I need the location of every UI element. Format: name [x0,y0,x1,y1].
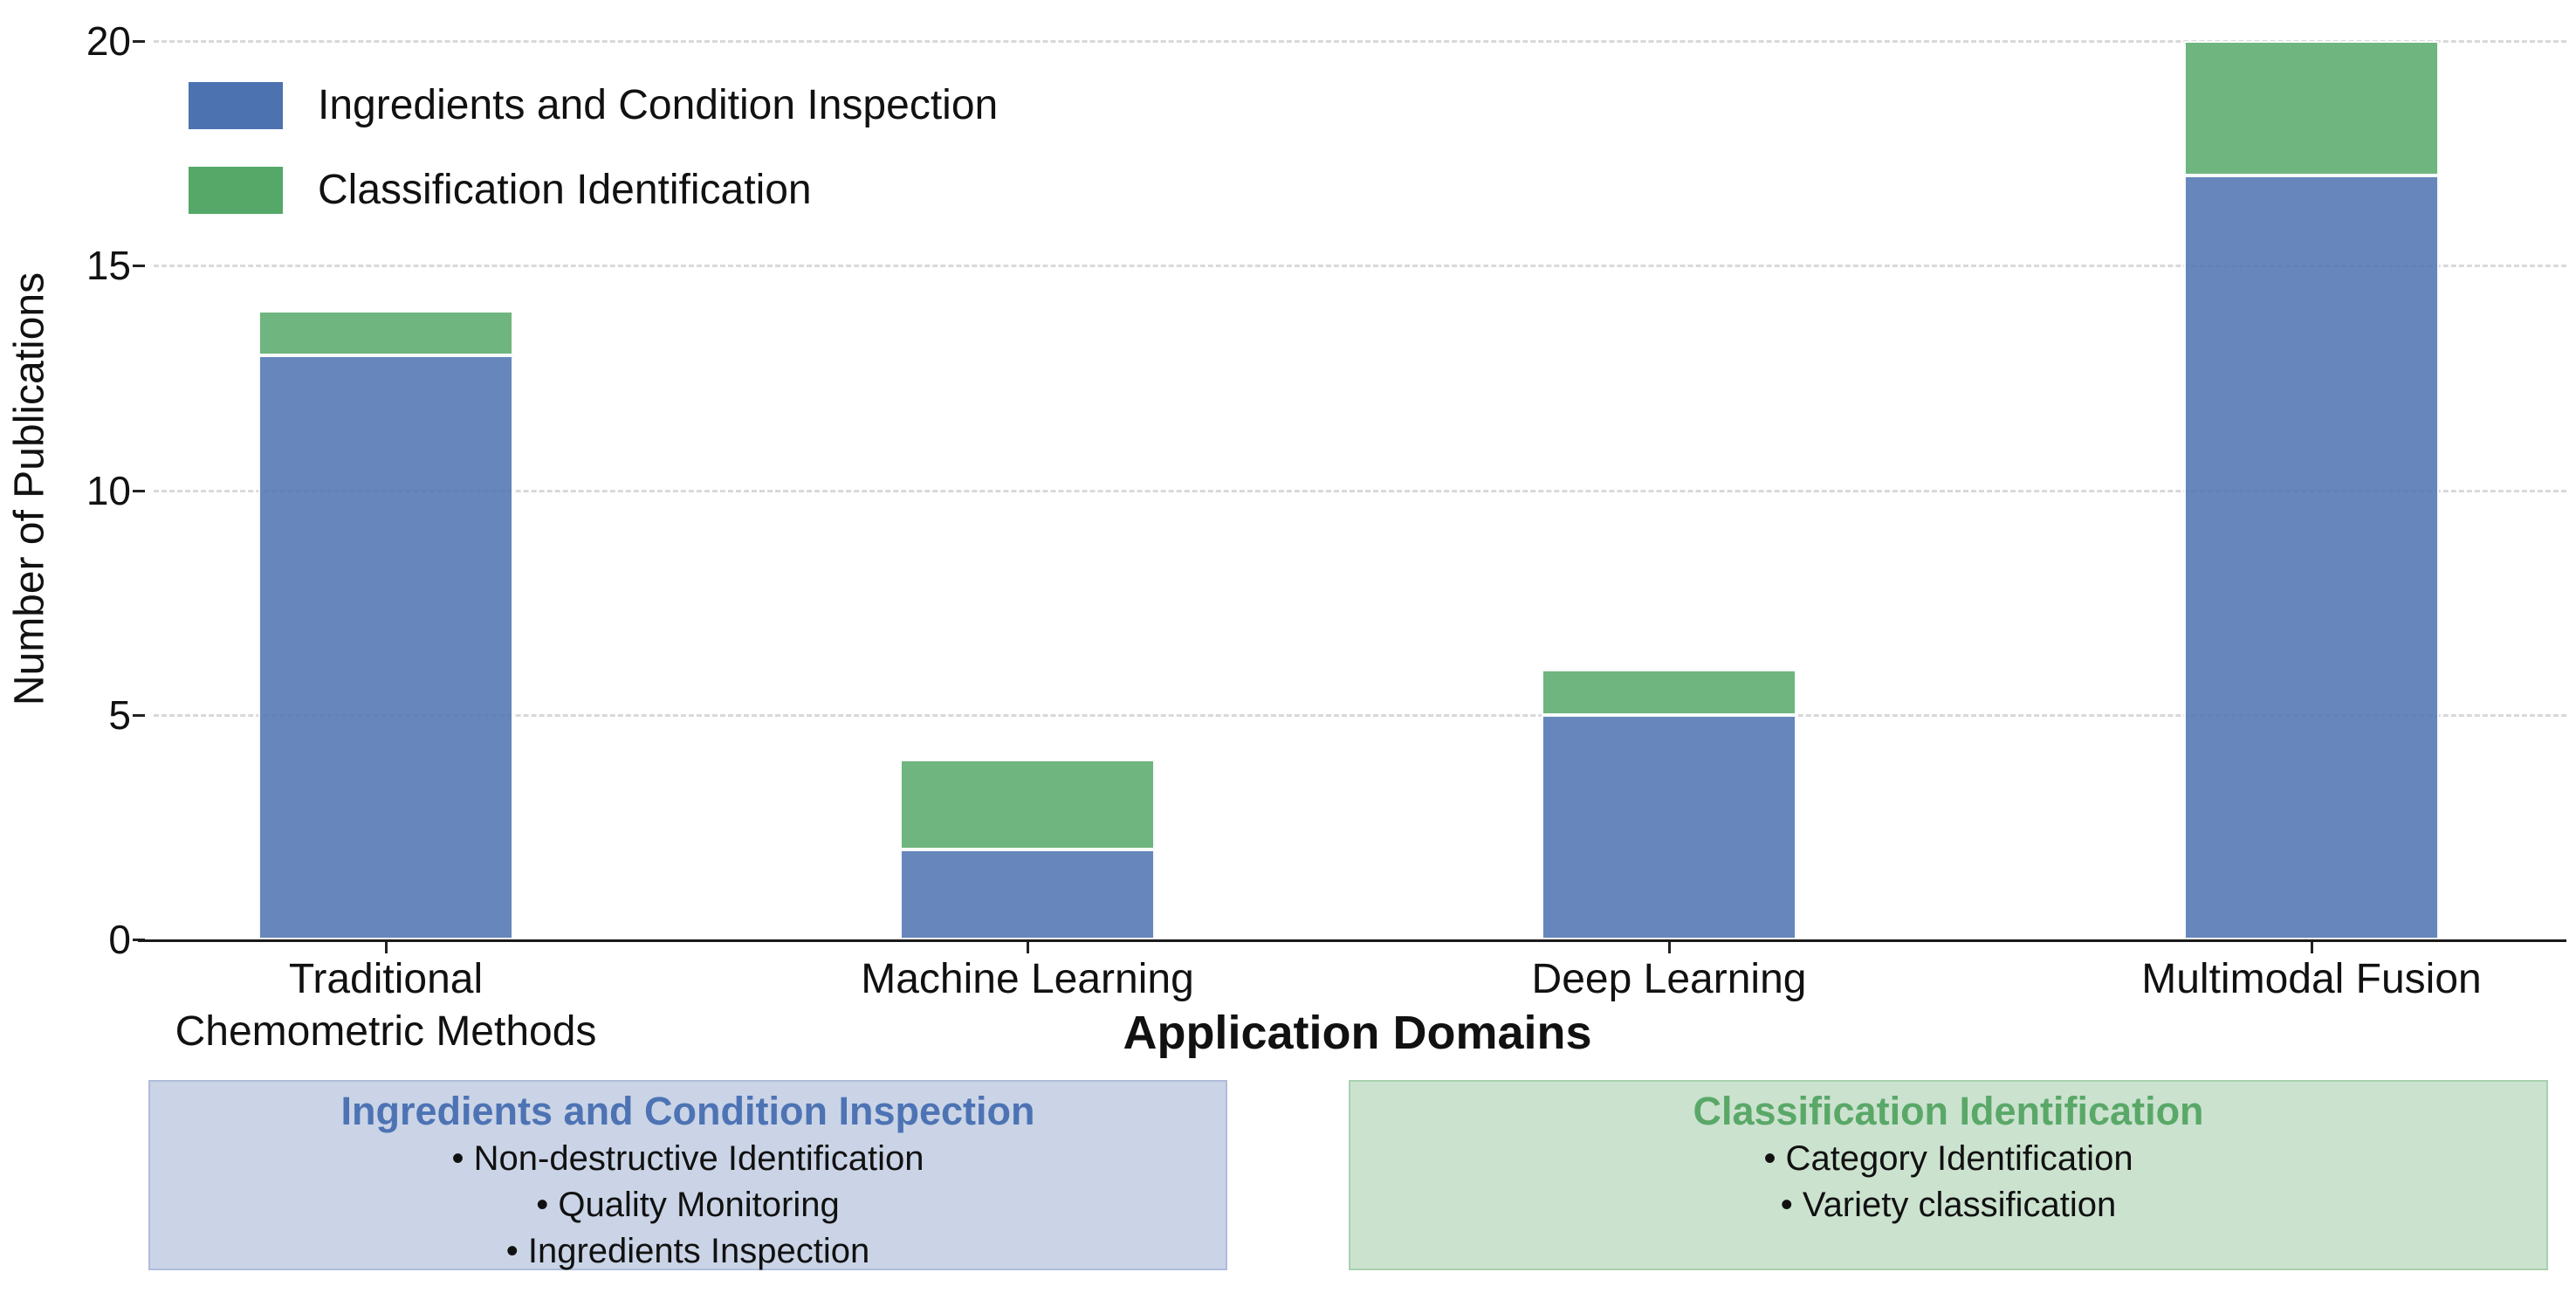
bullet-item: • Ingredients Inspection [505,1232,870,1270]
y-tick-mark [133,489,145,492]
legend-swatch-blue-icon [189,81,283,129]
x-tick-mark [1668,941,1671,953]
x-tick-label: Multimodal Fusion [2141,956,2482,1002]
y-tick-label: 0 [108,917,131,962]
legend-item-classification: Classification Identification [189,166,998,214]
legend-label: Classification Identification [318,167,812,213]
x-tick-mark [2311,941,2313,953]
ingredients-annotation-box: Ingredients and Condition Inspection • N… [148,1080,1227,1270]
annotation-title: Ingredients and Condition Inspection [340,1089,1035,1133]
ingredients-bullet-list: • Non-destructive Identification • Qualit… [150,1136,1226,1275]
classification-annotation-box: Classification Identification • Category… [1349,1080,2548,1270]
y-tick-mark [133,40,145,43]
gridline-y5 [154,713,2566,717]
y-tick-mark [133,265,145,268]
bar-segment-classification [900,760,1155,850]
legend-item-ingredients: Ingredients and Condition Inspection [189,81,998,129]
y-tick-label: 15 [86,243,131,289]
bullet-item: • Non-destructive Identification [451,1139,924,1178]
x-tick-mark [385,941,388,953]
bar-segment-ingredients [1542,714,1796,939]
y-tick-label: 20 [86,18,131,64]
bar-segment-classification [258,310,513,356]
bar-segment-classification [1542,670,1796,715]
gridline-y20 [154,40,2566,43]
y-tick-label: 10 [86,467,131,513]
x-tick-label: Traditional Chemometric Methods [175,956,597,1055]
legend-swatch-green-icon [189,166,283,214]
x-tick-label: Deep Learning [1531,956,1807,1002]
annotation-title: Classification Identification [1693,1089,2204,1133]
bullet-item: • Quality Monitoring [536,1186,840,1224]
gridline-y15 [154,265,2566,268]
bullet-item: • Variety classification [1780,1186,2117,1224]
bullet-item: • Category Identification [1763,1139,2133,1178]
legend: Ingredients and Condition Inspection Cla… [189,81,998,214]
x-axis-line [138,939,2566,942]
classification-bullet-list: • Category Identification • Variety class… [1350,1136,2546,1228]
x-tick-mark [1027,941,1029,953]
gridline-y10 [154,489,2566,492]
bar-segment-ingredients [2184,175,2439,939]
y-tick-label: 5 [108,691,131,738]
legend-label: Ingredients and Condition Inspection [318,82,999,128]
bar-segment-ingredients [900,849,1155,939]
y-tick-mark [133,713,145,717]
bar-segment-classification [2184,41,2439,176]
x-axis-title: Application Domains [1123,1007,1592,1059]
bar-segment-ingredients [258,355,513,939]
x-tick-label: Machine Learning [861,956,1194,1002]
